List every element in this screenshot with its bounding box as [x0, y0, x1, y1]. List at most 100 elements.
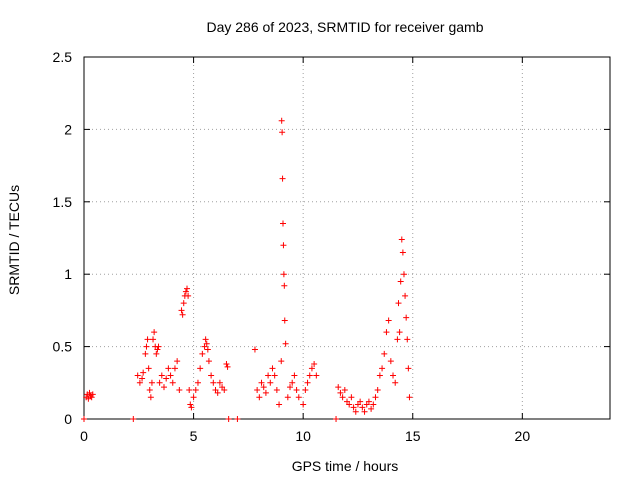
data-point [281, 317, 288, 324]
data-point [184, 285, 191, 292]
data-point [271, 372, 278, 379]
data-point [308, 365, 315, 372]
data-point [350, 404, 357, 411]
data-point [291, 372, 298, 379]
data-point [192, 387, 199, 394]
data-point [348, 394, 355, 401]
data-point [148, 379, 155, 386]
data-point [224, 363, 231, 370]
y-tick-label: 0.5 [53, 339, 73, 355]
data-point [144, 336, 151, 343]
data-point [86, 389, 93, 396]
data-point [262, 389, 269, 396]
y-axis-label: SRMTID / TECUs [6, 185, 22, 295]
data-point [214, 389, 221, 396]
x-tick-label: 20 [515, 428, 531, 444]
data-point [185, 292, 192, 299]
x-tick-label: 15 [405, 428, 421, 444]
data-point [304, 379, 311, 386]
data-point [352, 408, 359, 415]
data-point [187, 401, 194, 408]
data-point [216, 379, 223, 386]
data-point [368, 405, 375, 412]
data-point [341, 387, 348, 394]
data-point [400, 271, 407, 278]
data-point [289, 379, 296, 386]
data-point [180, 300, 187, 307]
data-point [150, 336, 157, 343]
data-point [361, 408, 368, 415]
data-points [81, 117, 413, 422]
data-point [174, 358, 181, 365]
data-point [194, 379, 201, 386]
data-point [306, 372, 313, 379]
data-point [182, 288, 189, 295]
data-point [390, 372, 397, 379]
ticks: 0 5 10 15 20 0 0.5 1 1.5 2 2.5 [53, 49, 610, 444]
data-point [335, 384, 342, 391]
data-point [81, 416, 87, 422]
plot-frame [83, 56, 611, 420]
x-tick-label: 5 [190, 428, 198, 444]
data-point [197, 365, 204, 372]
data-point [311, 360, 318, 367]
data-point [280, 220, 287, 227]
data-point [145, 365, 152, 372]
data-point [404, 336, 411, 343]
data-point [167, 372, 174, 379]
data-point [223, 360, 230, 367]
data-point [251, 346, 258, 353]
data-point [278, 117, 285, 124]
data-point [399, 249, 406, 256]
data-point [171, 365, 178, 372]
data-point [281, 282, 288, 289]
data-point [146, 387, 153, 394]
data-point [151, 329, 158, 336]
grid [84, 57, 610, 419]
data-point [258, 379, 265, 386]
data-point [405, 365, 412, 372]
data-point [186, 387, 193, 394]
y-tick-label: 2 [64, 121, 72, 137]
data-point [260, 384, 267, 391]
x-axis-label: GPS time / hours [292, 458, 399, 474]
data-point [300, 401, 307, 408]
data-point [406, 394, 413, 401]
data-point [165, 365, 172, 372]
y-tick-label: 0 [64, 411, 72, 427]
data-point [205, 358, 212, 365]
data-point [136, 379, 143, 386]
data-point [147, 394, 154, 401]
data-point [346, 401, 353, 408]
y-tick-label: 1 [64, 266, 72, 282]
data-point [134, 372, 141, 379]
data-point [140, 369, 147, 376]
data-point [381, 350, 388, 357]
data-point [190, 394, 197, 401]
data-point [337, 389, 344, 396]
data-point [256, 394, 263, 401]
data-point [202, 336, 209, 343]
data-point [225, 416, 232, 422]
data-point [339, 394, 346, 401]
data-point [234, 416, 241, 422]
data-point [295, 394, 302, 401]
data-point [160, 384, 167, 391]
data-point [153, 350, 160, 357]
data-point [179, 311, 186, 318]
data-point [254, 387, 261, 394]
data-point [394, 336, 401, 343]
data-point [279, 175, 286, 182]
x-tick-label: 0 [80, 428, 88, 444]
data-point [398, 236, 405, 243]
data-point [287, 384, 294, 391]
data-point [269, 365, 276, 372]
data-point [158, 372, 165, 379]
data-point [392, 379, 399, 386]
data-point [379, 365, 386, 372]
data-point [403, 314, 410, 321]
data-point [395, 300, 402, 307]
data-point [265, 372, 272, 379]
data-point [221, 387, 228, 394]
data-point [178, 307, 185, 314]
